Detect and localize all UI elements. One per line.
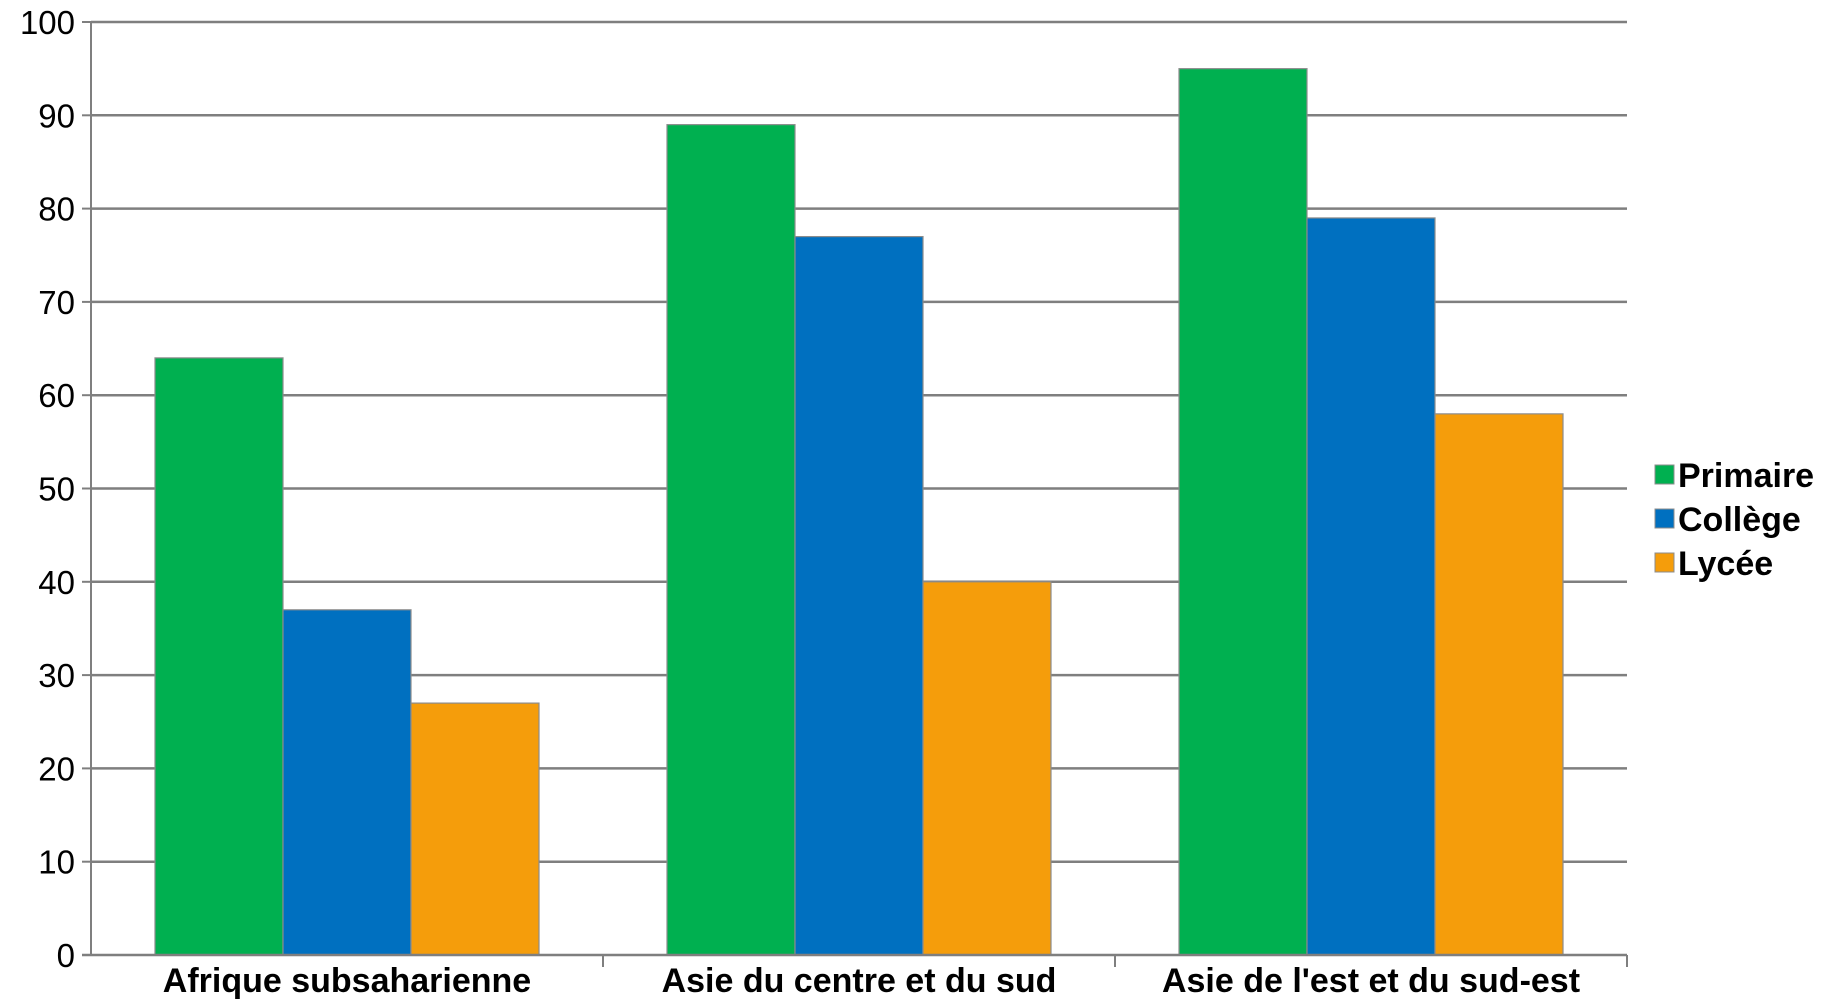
bar (794, 235, 924, 956)
y-tick-label: 10 (38, 844, 75, 881)
legend-swatch (1654, 508, 1675, 529)
legend: Primaire Collège Lycée (1654, 457, 1814, 583)
y-tick-label: 40 (38, 564, 75, 601)
y-tick-label: 60 (38, 377, 75, 414)
y-tick-label: 50 (38, 471, 75, 508)
bar (1178, 68, 1308, 956)
y-tick-label: 30 (38, 657, 75, 694)
legend-label: Collège (1678, 501, 1801, 539)
legend-swatch (1654, 552, 1675, 573)
bar (282, 609, 412, 956)
bar (410, 702, 540, 956)
legend-swatch (1654, 464, 1675, 485)
y-tick-label: 20 (38, 750, 75, 787)
y-axis-tick-labels: 0 10 20 30 40 50 60 70 80 90 100 (20, 4, 75, 974)
x-category-label: Asie du centre et du sud (662, 962, 1057, 1000)
y-tick-label: 100 (20, 4, 75, 41)
x-axis-category-labels: Afrique subsaharienne Asie du centre et d… (163, 962, 1580, 1000)
bar (154, 357, 284, 956)
legend-label: Primaire (1678, 457, 1814, 495)
bar (1434, 413, 1564, 956)
y-tick-label: 70 (38, 284, 75, 321)
y-tick-label: 80 (38, 191, 75, 228)
bar (922, 581, 1052, 956)
y-tick-label: 90 (38, 97, 75, 134)
axes (82, 21, 1628, 967)
legend-label: Lycée (1678, 545, 1773, 583)
y-tick-label: 0 (57, 937, 75, 974)
bar (666, 124, 796, 956)
bar (1306, 217, 1436, 956)
bars (154, 68, 1564, 956)
x-category-label: Asie de l'est et du sud-est (1162, 962, 1580, 1000)
x-category-label: Afrique subsaharienne (163, 962, 531, 1000)
